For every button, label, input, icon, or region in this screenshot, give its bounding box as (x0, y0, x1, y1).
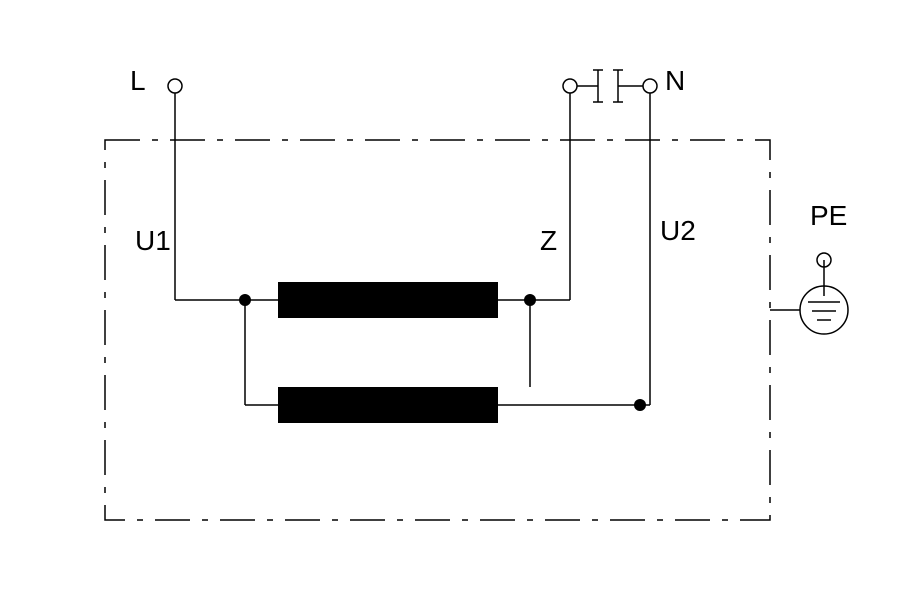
label-Z: Z (540, 225, 557, 257)
enclosure (105, 140, 770, 520)
component-r1 (278, 282, 498, 318)
label-N: N (665, 65, 685, 97)
terminal-N (643, 79, 657, 93)
label-PE: PE (810, 200, 847, 232)
terminal-L (168, 79, 182, 93)
label-L: L (130, 65, 146, 97)
terminal-cap_left (563, 79, 577, 93)
label-U1: U1 (135, 225, 171, 257)
node-n3 (634, 399, 646, 411)
component-r2 (278, 387, 498, 423)
label-U2: U2 (660, 215, 696, 247)
node-n2 (524, 294, 536, 306)
node-n1 (239, 294, 251, 306)
